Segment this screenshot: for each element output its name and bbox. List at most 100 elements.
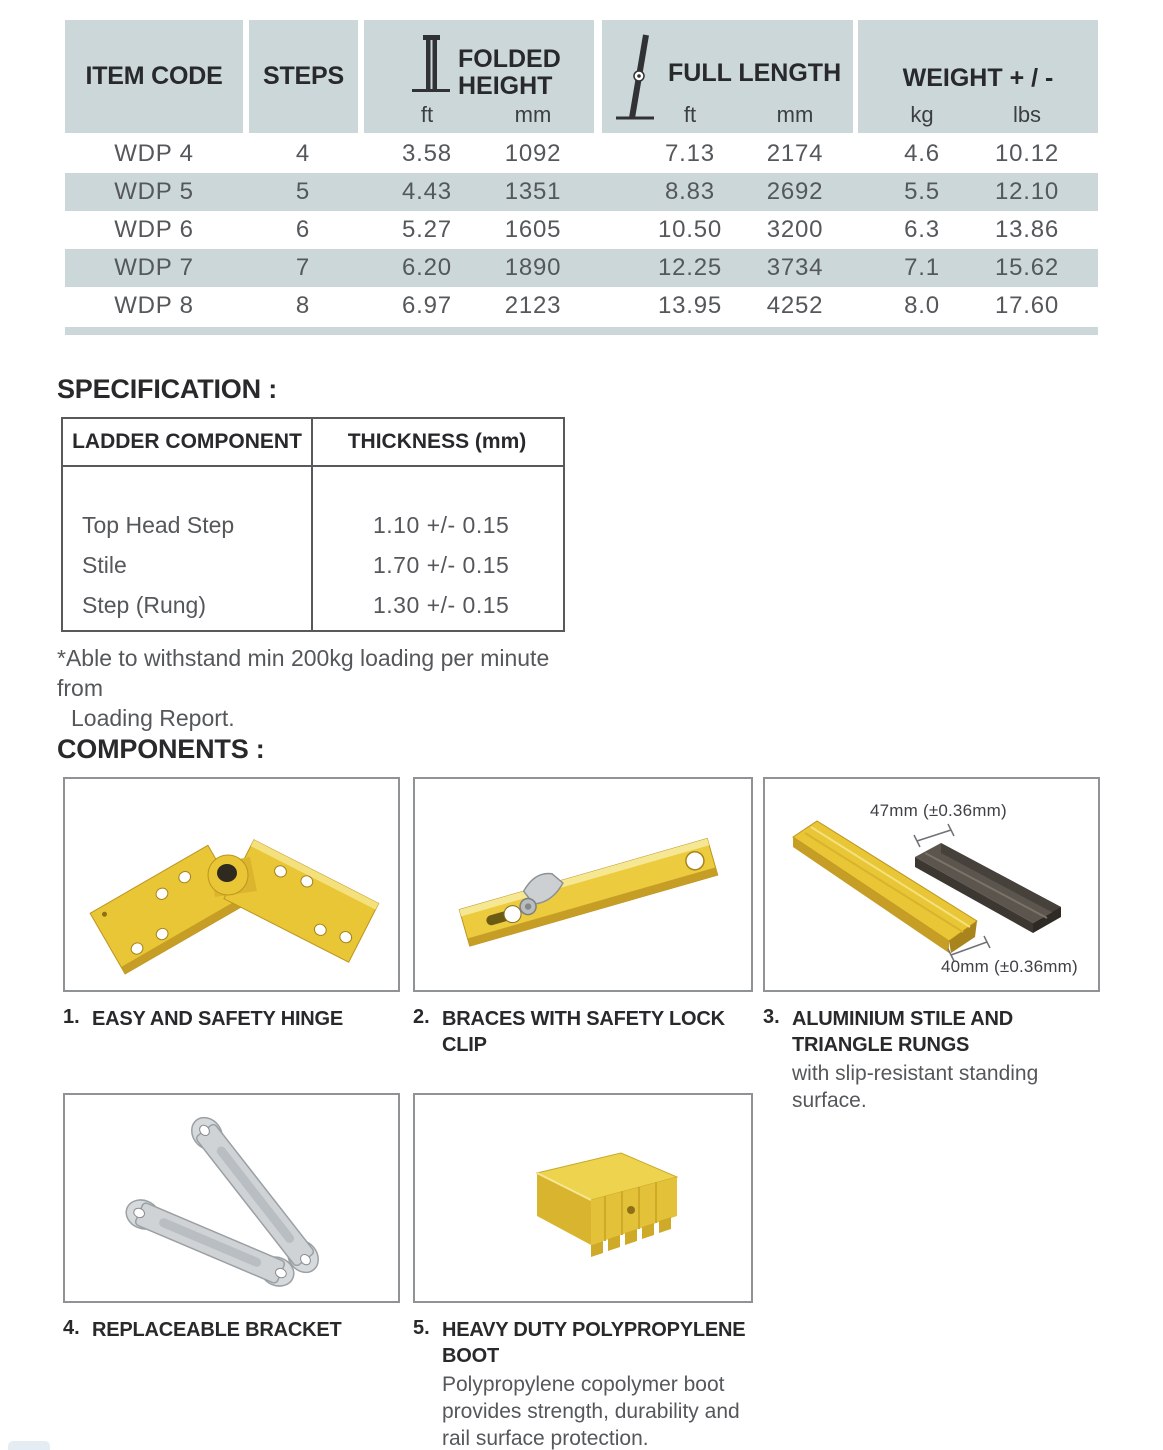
full-length-label: FULL LENGTH <box>668 59 842 87</box>
cell-folded-mm: 1092 <box>504 140 562 167</box>
table-row: WDP 7 7 6.20 1890 12.25 3734 7.1 15.62 <box>65 249 1098 287</box>
full-ft-unit: ft <box>683 102 697 127</box>
cell-steps: 4 <box>295 140 311 167</box>
cell-full-mm: 2692 <box>766 178 824 205</box>
cell-steps: 8 <box>295 292 311 319</box>
spec-col-thickness: THICKNESS (mm) <box>347 430 527 453</box>
cell-kg: 6.3 <box>904 216 940 243</box>
folded-mm-unit: mm <box>514 102 552 127</box>
table-row: WDP 8 8 6.97 2123 13.95 4252 8.0 17.60 <box>65 287 1098 325</box>
spec-row: Stile 1.70 +/- 0.15 <box>63 545 563 585</box>
cell-item: WDP 7 <box>114 254 194 281</box>
component-figure-bracket: 4. REPLACEABLE BRACKET <box>63 1093 400 1343</box>
cell-lbs: 15.62 <box>994 254 1060 281</box>
component-number: 5. <box>413 1317 430 1339</box>
page-corner-mark <box>8 1441 50 1450</box>
hinge-image <box>63 777 400 992</box>
component-figure-brace: 2. BRACES WITH SAFETY LOCK CLIP <box>413 777 753 1058</box>
steps-label: STEPS <box>263 62 344 90</box>
table-bottom-strip <box>65 327 1098 335</box>
cell-folded-ft: 3.58 <box>402 140 452 167</box>
loading-note: *Able to withstand min 200kg loading per… <box>57 643 597 733</box>
component-caption: EASY AND SAFETY HINGE <box>92 1008 344 1030</box>
cell-full-ft: 7.13 <box>665 140 715 167</box>
component-subcaption: Polypropylene copolymer boot provides st… <box>442 1373 740 1450</box>
spec-component-name: Top Head Step <box>82 511 235 538</box>
cell-full-ft: 10.50 <box>657 216 723 243</box>
col-header-steps: STEPS <box>249 20 358 133</box>
cell-folded-ft: 4.43 <box>402 178 452 205</box>
dim-bottom-label: 40mm (±0.36mm) <box>941 957 1078 976</box>
table-row: WDP 4 4 3.58 1092 7.13 2174 4.6 10.12 <box>65 135 1098 173</box>
spec-table-divider <box>311 419 313 630</box>
component-caption: REPLACEABLE BRACKET <box>92 1319 342 1341</box>
cell-lbs: 12.10 <box>994 178 1060 205</box>
cell-folded-mm: 2123 <box>504 292 562 319</box>
cell-item: WDP 6 <box>114 216 194 243</box>
cell-kg: 4.6 <box>904 140 940 167</box>
product-table: ITEM CODE STEPS FOLDED HEIGHT ft mm <box>65 20 1098 335</box>
spec-thickness-value: 1.30 +/- 0.15 <box>373 591 510 618</box>
cell-item: WDP 5 <box>114 178 194 205</box>
kg-unit: kg <box>910 102 934 127</box>
cell-folded-mm: 1605 <box>504 216 562 243</box>
cell-full-ft: 12.25 <box>657 254 723 281</box>
spec-thickness-value: 1.10 +/- 0.15 <box>373 511 510 538</box>
brace-image <box>413 777 753 992</box>
weight-label: WEIGHT + / - <box>902 64 1054 92</box>
cell-full-mm: 2174 <box>766 140 824 167</box>
specification-title: SPECIFICATION : <box>57 374 278 404</box>
cell-full-mm: 4252 <box>766 292 824 319</box>
cell-kg: 8.0 <box>904 292 940 319</box>
spec-component-name: Step (Rung) <box>82 591 207 618</box>
spec-row: Step (Rung) 1.30 +/- 0.15 <box>63 585 563 625</box>
col-header-item-code: ITEM CODE <box>65 20 243 133</box>
cell-steps: 7 <box>295 254 311 281</box>
cell-item: WDP 8 <box>114 292 194 319</box>
cell-folded-mm: 1890 <box>504 254 562 281</box>
col-header-full-length: FULL LENGTH ft mm <box>602 20 853 133</box>
component-figure-stile-rungs: 47mm (±0.36mm) 40mm (±0.36mm) 3. ALUMINI… <box>763 777 1100 1114</box>
full-mm-unit: mm <box>776 102 814 127</box>
folded-ladder-icon <box>412 33 450 102</box>
components-title: COMPONENTS : <box>57 734 265 764</box>
component-caption: ALUMINIUM STILE AND TRIANGLE RUNGS <box>792 1008 1013 1056</box>
stile-rungs-image: 47mm (±0.36mm) 40mm (±0.36mm) <box>763 777 1100 992</box>
cell-full-ft: 8.83 <box>665 178 715 205</box>
spec-col-component: LADDER COMPONENT <box>72 430 302 453</box>
cell-lbs: 17.60 <box>994 292 1060 319</box>
col-header-folded-height: FOLDED HEIGHT ft mm <box>364 20 594 133</box>
open-ladder-icon <box>610 32 658 129</box>
cell-kg: 5.5 <box>904 178 940 205</box>
spec-row: Top Head Step 1.10 +/- 0.15 <box>63 505 563 545</box>
component-number: 3. <box>763 1006 780 1028</box>
lbs-unit: lbs <box>1012 102 1042 127</box>
cell-folded-mm: 1351 <box>504 178 562 205</box>
cell-steps: 6 <box>295 216 311 243</box>
cell-steps: 5 <box>295 178 311 205</box>
dim-top-label: 47mm (±0.36mm) <box>870 801 1007 820</box>
spec-table-header: LADDER COMPONENT THICKNESS (mm) <box>63 419 563 467</box>
component-figure-hinge: 1. EASY AND SAFETY HINGE <box>63 777 400 1032</box>
component-number: 4. <box>63 1317 80 1339</box>
folded-ft-unit: ft <box>420 102 434 127</box>
component-figure-boot: 5. HEAVY DUTY POLYPROPYLENE BOOT Polypro… <box>413 1093 753 1450</box>
cell-full-mm: 3200 <box>766 216 824 243</box>
item-code-label: ITEM CODE <box>85 62 223 90</box>
cell-folded-ft: 6.20 <box>402 254 452 281</box>
table-row: WDP 6 6 5.27 1605 10.50 3200 6.3 13.86 <box>65 211 1098 249</box>
cell-item: WDP 4 <box>114 140 194 167</box>
component-number: 1. <box>63 1006 80 1028</box>
bracket-image <box>63 1093 400 1303</box>
boot-image <box>413 1093 753 1303</box>
spec-component-name: Stile <box>82 551 127 578</box>
cell-full-mm: 3734 <box>766 254 824 281</box>
loading-note-line2: Loading Report. <box>71 705 235 731</box>
component-number: 2. <box>413 1006 430 1028</box>
spec-table-body: Top Head Step 1.10 +/- 0.15 Stile 1.70 +/- … <box>63 467 563 625</box>
component-caption: HEAVY DUTY POLYPROPYLENE BOOT <box>442 1319 746 1367</box>
col-header-weight: WEIGHT + / - kg lbs <box>858 20 1098 133</box>
specification-table: LADDER COMPONENT THICKNESS (mm) Top Head… <box>61 417 565 632</box>
cell-folded-ft: 6.97 <box>402 292 452 319</box>
